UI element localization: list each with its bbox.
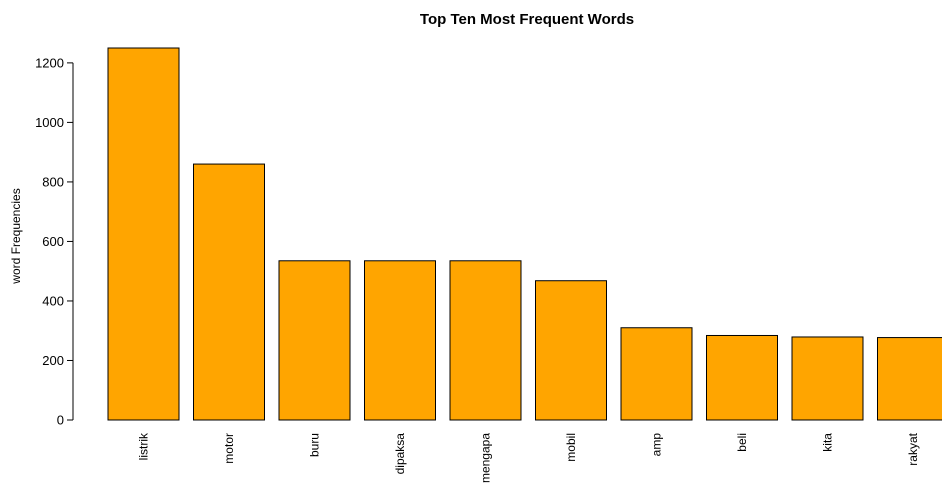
y-tick-label: 1200 [35,55,64,70]
x-category-label: listrik [137,432,151,460]
chart-title: Top Ten Most Frequent Words [420,11,634,28]
x-category-label: amp [650,433,664,457]
bar-listrik [107,47,180,421]
x-category-label: buru [308,433,322,457]
bar-motor [193,163,265,421]
bar-dipaksa [364,260,436,421]
bar-mengapa [449,260,522,421]
x-category-label: mobil [564,433,578,462]
bar-mobil [535,280,607,421]
y-axis-label: word Frequencies [9,188,23,284]
x-category-label: dipaksa [393,433,407,475]
y-tick-label: 1000 [35,115,64,130]
x-category-label: beli [735,433,749,452]
bar-rakyat [877,337,942,421]
x-category-label: motor [222,433,236,464]
bar-amp [620,327,693,421]
y-tick-label: 0 [57,413,64,428]
x-category-label: mengapa [479,433,493,483]
y-tick-label: 800 [42,174,64,189]
y-tick-label: 400 [42,293,64,308]
x-category-label: kita [821,433,835,452]
category-labels: listrik motor buru dipaksa mengapa mobil amp be… [137,432,921,483]
y-tick-label: 200 [42,353,64,368]
bar-buru [278,260,351,421]
bar-beli [706,334,778,421]
x-category-label: rakyat [906,432,920,465]
bar-kita [791,336,864,421]
y-tick-label: 600 [42,234,64,249]
y-axis-ticks: 0 200 400 600 800 1000 1200 [35,55,73,428]
bars [107,47,942,421]
